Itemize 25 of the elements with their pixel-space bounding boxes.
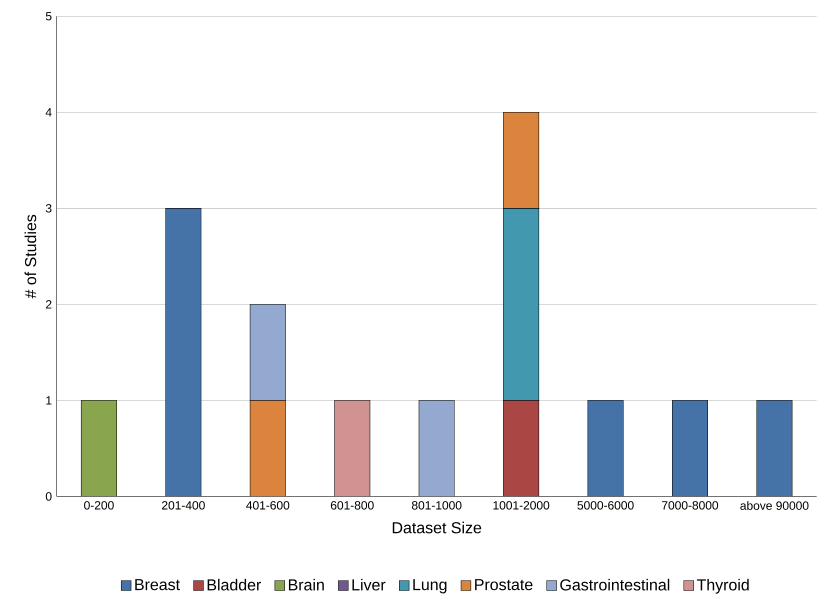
x-tick-label: above 90000	[740, 501, 809, 510]
legend-label: Thyroid	[696, 578, 749, 594]
x-tick-label: 201-400	[162, 501, 205, 510]
x-tick-label: 5000-6000	[577, 501, 634, 510]
y-tick-label: 0	[46, 492, 52, 501]
x-tick-label: 1001-2000	[493, 501, 550, 510]
legend-label: Bladder	[208, 578, 262, 590]
x-tick-label: 601-800	[330, 501, 374, 510]
y-tick-label: 4	[46, 108, 52, 116]
x-tick-label: 401-600	[246, 501, 290, 510]
legend-label: Liver	[352, 578, 386, 590]
legend-label: Breast	[135, 579, 180, 590]
x-axis-title: Dataset Size	[392, 522, 482, 534]
y-tick-label: 3	[46, 204, 52, 213]
y-axis-title: # of Studies	[24, 214, 36, 298]
y-tick-label: 1	[46, 396, 52, 404]
legend-label: Brain	[288, 578, 324, 590]
x-tick-label: 0-200	[84, 501, 114, 510]
x-tick-label: 801-1000	[412, 501, 462, 510]
legend-label: Gastrointestinal	[560, 578, 670, 590]
y-tick-label: 2	[46, 300, 52, 309]
legend-label: Prostate	[475, 579, 532, 590]
legend-label: Lung	[413, 579, 446, 594]
y-tick-label: 5	[46, 12, 52, 20]
x-tick-label: 7000-8000	[662, 501, 718, 510]
